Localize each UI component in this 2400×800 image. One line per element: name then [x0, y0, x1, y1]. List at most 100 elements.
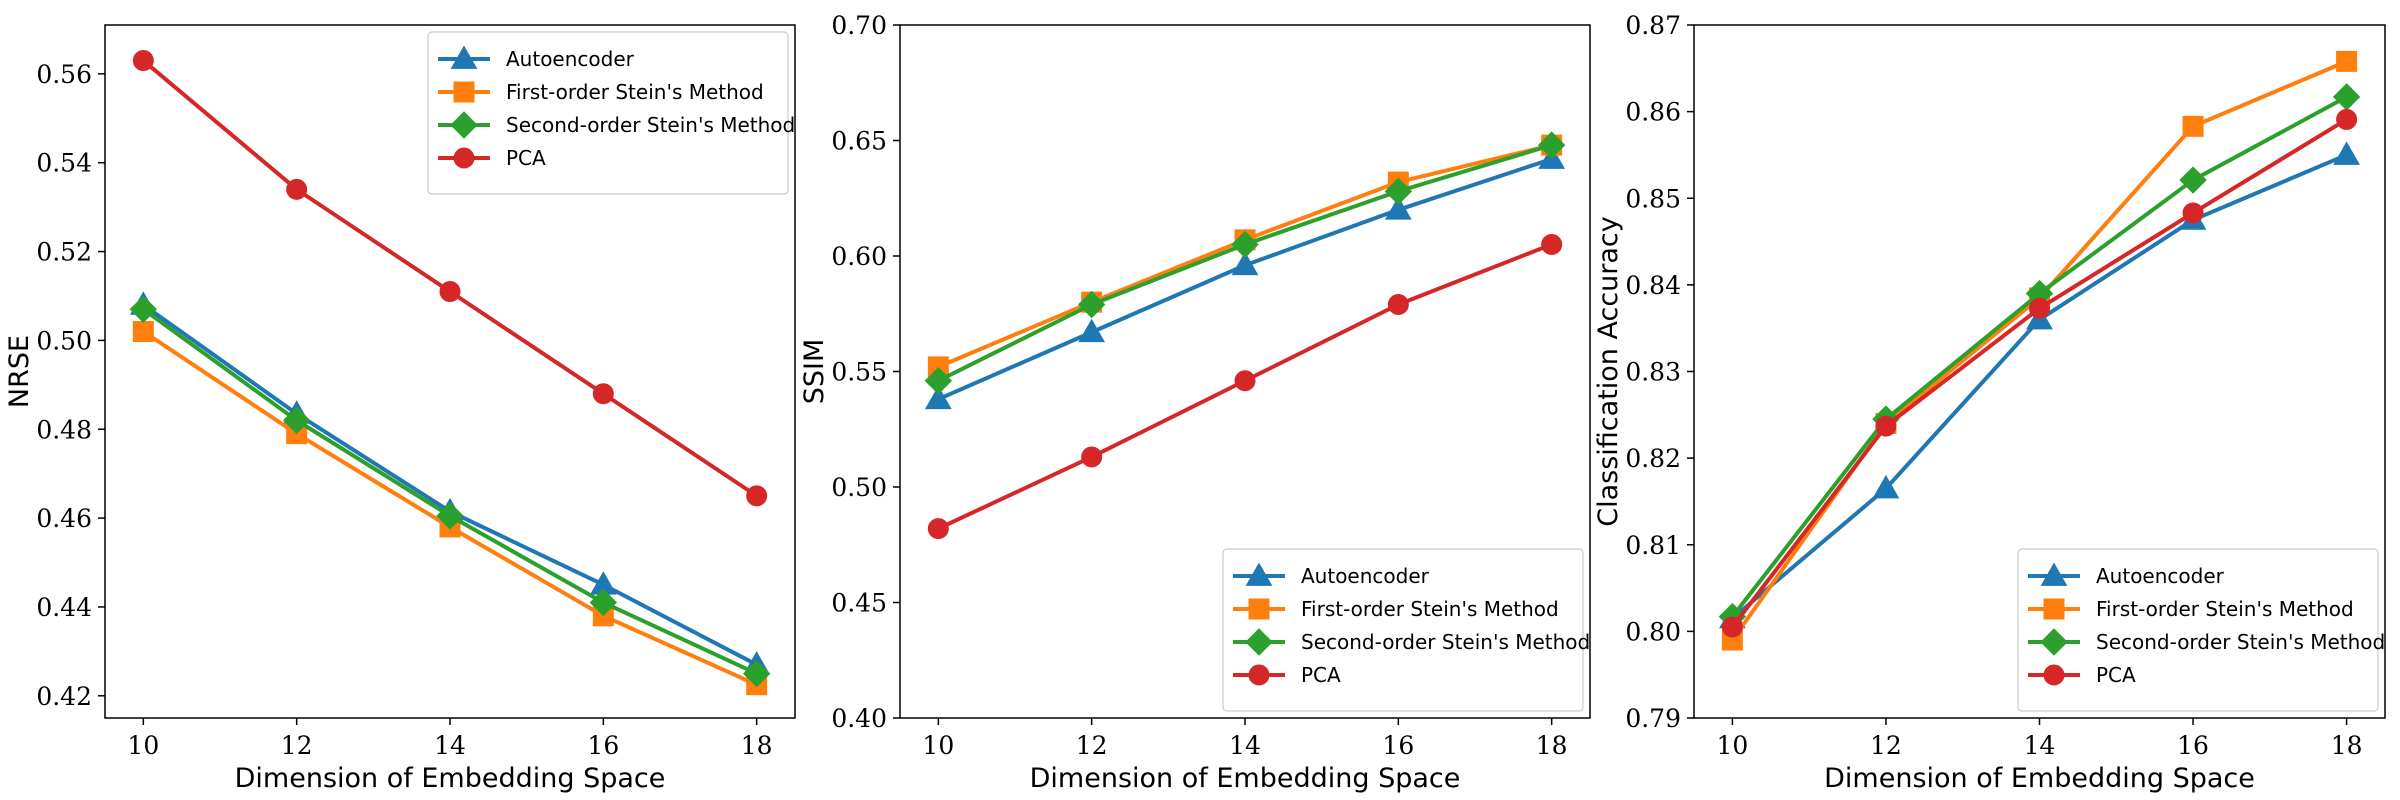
legend: Autoencoder First-order Stein's Method Sec… — [2017, 548, 2385, 712]
data-point — [1875, 415, 1897, 437]
x-tick-label: 18 — [741, 731, 773, 760]
data-point — [1384, 177, 1413, 206]
legend-marker — [450, 111, 478, 139]
y-tick-label: 0.65 — [831, 127, 887, 156]
y-tick-label: 0.79 — [1625, 704, 1681, 733]
y-tick-label: 0.52 — [36, 238, 92, 267]
data-point — [282, 406, 311, 435]
data-point — [436, 502, 464, 530]
chart-panel-1: 10 12 14 16 18 0.42 0.44 0.46 0.48 0.50 0.52 0.54 0.… — [4, 24, 796, 794]
x-tick-label: 14 — [434, 731, 466, 760]
y-tick-label: 0.87 — [1625, 11, 1681, 40]
legend-marker — [453, 81, 475, 103]
x-tick-label: 14 — [1229, 731, 1261, 760]
data-point — [2336, 108, 2358, 130]
y-tick-label: 0.44 — [36, 593, 92, 622]
y-axis-label: NRSE — [4, 335, 35, 408]
y-tick-label: 0.80 — [1625, 617, 1681, 646]
y-tick-label: 0.81 — [1625, 531, 1681, 560]
legend-box — [2017, 548, 2379, 712]
x-tick-label: 18 — [1536, 731, 1568, 760]
legend-entry: Autoencoder — [2096, 564, 2225, 588]
legend-marker — [2040, 628, 2068, 656]
legend-marker — [2043, 664, 2065, 686]
legend: Autoencoder First-order Stein's Method Sec… — [427, 31, 795, 195]
y-tick-label: 0.46 — [36, 504, 92, 533]
data-point — [592, 383, 614, 405]
x-axis-label: Dimension of Embedding Space — [1824, 763, 2255, 794]
y-tick-label: 0.45 — [831, 589, 887, 618]
series-line — [142, 303, 758, 667]
x-tick-label: 12 — [1870, 731, 1902, 760]
x-tick-label: 12 — [281, 731, 313, 760]
x-tick-label: 16 — [1382, 731, 1414, 760]
data-point — [1231, 251, 1259, 276]
data-point — [1234, 370, 1256, 392]
legend-marker — [450, 45, 478, 69]
legend-entry: Autoencoder — [506, 47, 635, 71]
legend-entry: First-order Stein's Method — [2096, 597, 2354, 621]
data-point — [1384, 196, 1412, 220]
y-tick-label: 0.83 — [1625, 358, 1681, 387]
data-point — [1721, 616, 1743, 638]
y-tick-label: 0.84 — [1625, 271, 1681, 300]
x-tick-label: 16 — [2177, 731, 2209, 760]
y-tick-label: 0.60 — [831, 242, 887, 271]
data-point — [1078, 318, 1106, 343]
data-point — [2336, 50, 2358, 72]
legend-entry: Second-order Stein's Method — [2096, 630, 2385, 654]
x-axis-label: Dimension of Embedding Space — [235, 763, 666, 794]
x-axis-label: Dimension of Embedding Space — [1030, 763, 1461, 794]
legend-marker — [1248, 664, 1270, 686]
y-tick-label: 0.56 — [36, 60, 92, 89]
legend-entry: First-order Stein's Method — [1301, 597, 1559, 621]
series-pca — [927, 233, 1563, 540]
data-point — [1231, 230, 1259, 259]
data-point — [1077, 290, 1106, 319]
legend-marker — [1248, 598, 1270, 620]
data-point — [2333, 141, 2360, 165]
legend-box — [427, 31, 789, 195]
legend-marker — [453, 147, 475, 169]
x-tick-label: 10 — [127, 731, 159, 760]
y-tick-label: 0.54 — [36, 149, 92, 178]
y-tick-label: 0.40 — [831, 704, 887, 733]
data-point — [1387, 294, 1409, 316]
series-autoencoder — [924, 145, 1566, 410]
chart-panel-3: 10 12 14 16 18 0.79 0.80 0.81 0.82 0.83 0.84 0.85 0.… — [1593, 11, 2386, 794]
legend: Autoencoder First-order Stein's Method Sec… — [1222, 548, 1590, 712]
data-point — [1081, 446, 1103, 468]
legend-marker — [1245, 628, 1273, 656]
legend-entry: Autoencoder — [1301, 564, 1430, 588]
y-tick-label: 0.70 — [831, 11, 887, 40]
legend-entry: PCA — [2096, 663, 2136, 687]
y-axis-label: Classification Accuracy — [1593, 216, 1624, 527]
y-tick-label: 0.86 — [1625, 98, 1681, 127]
data-point — [589, 588, 618, 617]
x-tick-label: 16 — [587, 731, 619, 760]
y-tick-label: 0.85 — [1625, 184, 1681, 213]
legend-entry: Second-order Stein's Method — [506, 113, 795, 137]
y-tick-label: 0.82 — [1625, 444, 1681, 473]
data-point — [1537, 131, 1566, 159]
data-point — [924, 367, 953, 395]
data-point — [924, 385, 952, 410]
data-point — [1541, 233, 1563, 255]
x-tick-label: 14 — [2024, 731, 2056, 760]
x-tick-label: 18 — [2331, 731, 2363, 760]
data-point — [2182, 115, 2204, 137]
data-point — [286, 178, 308, 200]
x-tick-label: 12 — [1076, 731, 1108, 760]
legend-marker — [2043, 598, 2065, 620]
y-tick-label: 0.42 — [36, 682, 92, 711]
data-point — [2332, 83, 2361, 111]
data-point — [2029, 297, 2050, 319]
data-point — [2179, 166, 2207, 194]
data-point — [2182, 202, 2204, 224]
data-point — [1872, 474, 1900, 499]
x-tick-label: 10 — [1716, 731, 1748, 760]
y-tick-label: 0.50 — [36, 326, 92, 355]
series-second-order-stein-s-method — [129, 295, 771, 688]
data-point — [746, 485, 768, 507]
data-point — [132, 50, 154, 72]
